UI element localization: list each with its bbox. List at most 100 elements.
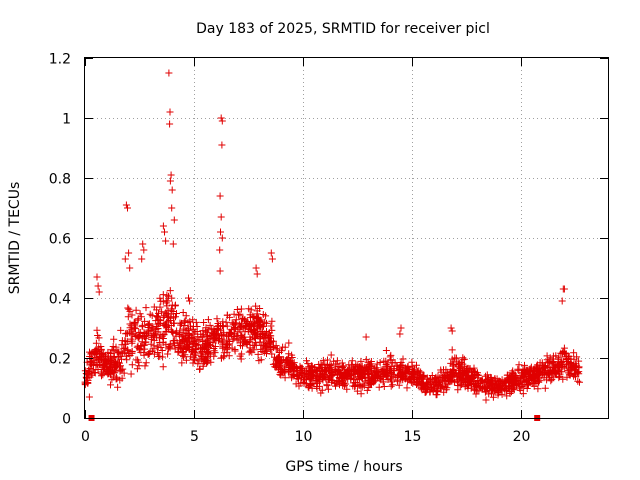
data-point xyxy=(148,324,156,332)
data-point xyxy=(363,386,371,394)
data-point xyxy=(366,362,374,370)
data-point xyxy=(428,385,436,393)
data-point xyxy=(186,353,194,361)
data-point xyxy=(93,354,101,362)
data-point xyxy=(164,307,172,315)
data-point xyxy=(118,341,126,349)
data-point xyxy=(434,372,442,380)
data-point xyxy=(249,312,257,320)
data-point xyxy=(162,328,170,335)
x-tick-label: 20 xyxy=(513,429,531,445)
data-point xyxy=(305,363,313,371)
data-point xyxy=(302,371,310,379)
data-point xyxy=(222,318,230,326)
data-point xyxy=(382,347,390,354)
data-point xyxy=(443,384,451,392)
data-points xyxy=(81,69,583,404)
data-point xyxy=(219,343,227,351)
data-point xyxy=(436,379,443,387)
data-point xyxy=(354,381,362,389)
data-point xyxy=(480,379,488,387)
data-point xyxy=(379,366,387,373)
data-point xyxy=(442,369,450,377)
data-point xyxy=(474,371,482,379)
data-point xyxy=(123,329,131,337)
data-point xyxy=(272,356,280,364)
data-point xyxy=(256,333,264,340)
data-point xyxy=(168,294,176,302)
data-point xyxy=(285,364,293,371)
data-point xyxy=(213,315,221,323)
data-point xyxy=(199,327,207,335)
data-point xyxy=(444,368,452,376)
data-point xyxy=(253,331,261,339)
y-tick-label: 0.8 xyxy=(49,172,71,188)
data-point xyxy=(555,353,563,361)
data-point xyxy=(132,325,139,333)
data-point xyxy=(364,358,372,366)
data-point xyxy=(571,370,579,378)
data-point xyxy=(549,367,557,375)
data-point xyxy=(545,371,553,379)
data-point xyxy=(259,311,267,318)
data-point xyxy=(245,348,253,356)
data-point xyxy=(138,342,146,350)
data-point xyxy=(114,349,122,357)
data-point xyxy=(178,359,186,367)
data-point xyxy=(543,352,551,360)
data-point xyxy=(135,334,143,342)
data-point xyxy=(145,326,153,334)
data-point xyxy=(239,342,246,350)
data-point xyxy=(125,249,133,257)
data-point xyxy=(159,338,167,346)
data-point xyxy=(452,354,460,362)
data-point xyxy=(219,322,226,330)
data-point xyxy=(107,356,114,364)
data-point xyxy=(353,387,361,395)
data-point xyxy=(166,177,174,185)
data-point xyxy=(216,267,224,275)
y-tick-label: 0.4 xyxy=(49,292,71,308)
data-point xyxy=(268,255,276,263)
data-point xyxy=(176,331,183,339)
data-point xyxy=(130,324,138,332)
data-point xyxy=(162,320,170,328)
data-point xyxy=(252,302,260,310)
data-point xyxy=(202,324,210,332)
data-point xyxy=(81,367,89,375)
data-point xyxy=(127,370,135,378)
data-point xyxy=(104,366,112,374)
data-point xyxy=(359,380,367,388)
data-point xyxy=(325,367,333,375)
data-point xyxy=(188,334,196,341)
data-point xyxy=(240,333,248,341)
data-point xyxy=(233,306,241,313)
data-point xyxy=(367,381,375,389)
data-point xyxy=(572,360,580,368)
data-point xyxy=(202,345,210,353)
data-point xyxy=(213,330,221,338)
data-point xyxy=(351,366,359,374)
data-point xyxy=(233,336,241,344)
data-point xyxy=(154,313,162,321)
data-point xyxy=(176,319,184,327)
data-point xyxy=(389,381,397,389)
data-point xyxy=(273,362,281,370)
data-point xyxy=(92,339,100,347)
data-point xyxy=(158,308,166,316)
data-point xyxy=(148,312,156,320)
data-point xyxy=(570,349,578,357)
data-point xyxy=(281,343,289,351)
data-point xyxy=(177,345,185,353)
data-point xyxy=(231,330,239,338)
data-point xyxy=(158,347,166,354)
data-point xyxy=(454,369,462,377)
data-point xyxy=(308,369,316,376)
data-point xyxy=(312,376,320,384)
data-point xyxy=(139,321,147,329)
data-point xyxy=(142,304,150,312)
data-point xyxy=(403,366,411,374)
data-point xyxy=(315,382,323,390)
data-point xyxy=(285,350,293,358)
